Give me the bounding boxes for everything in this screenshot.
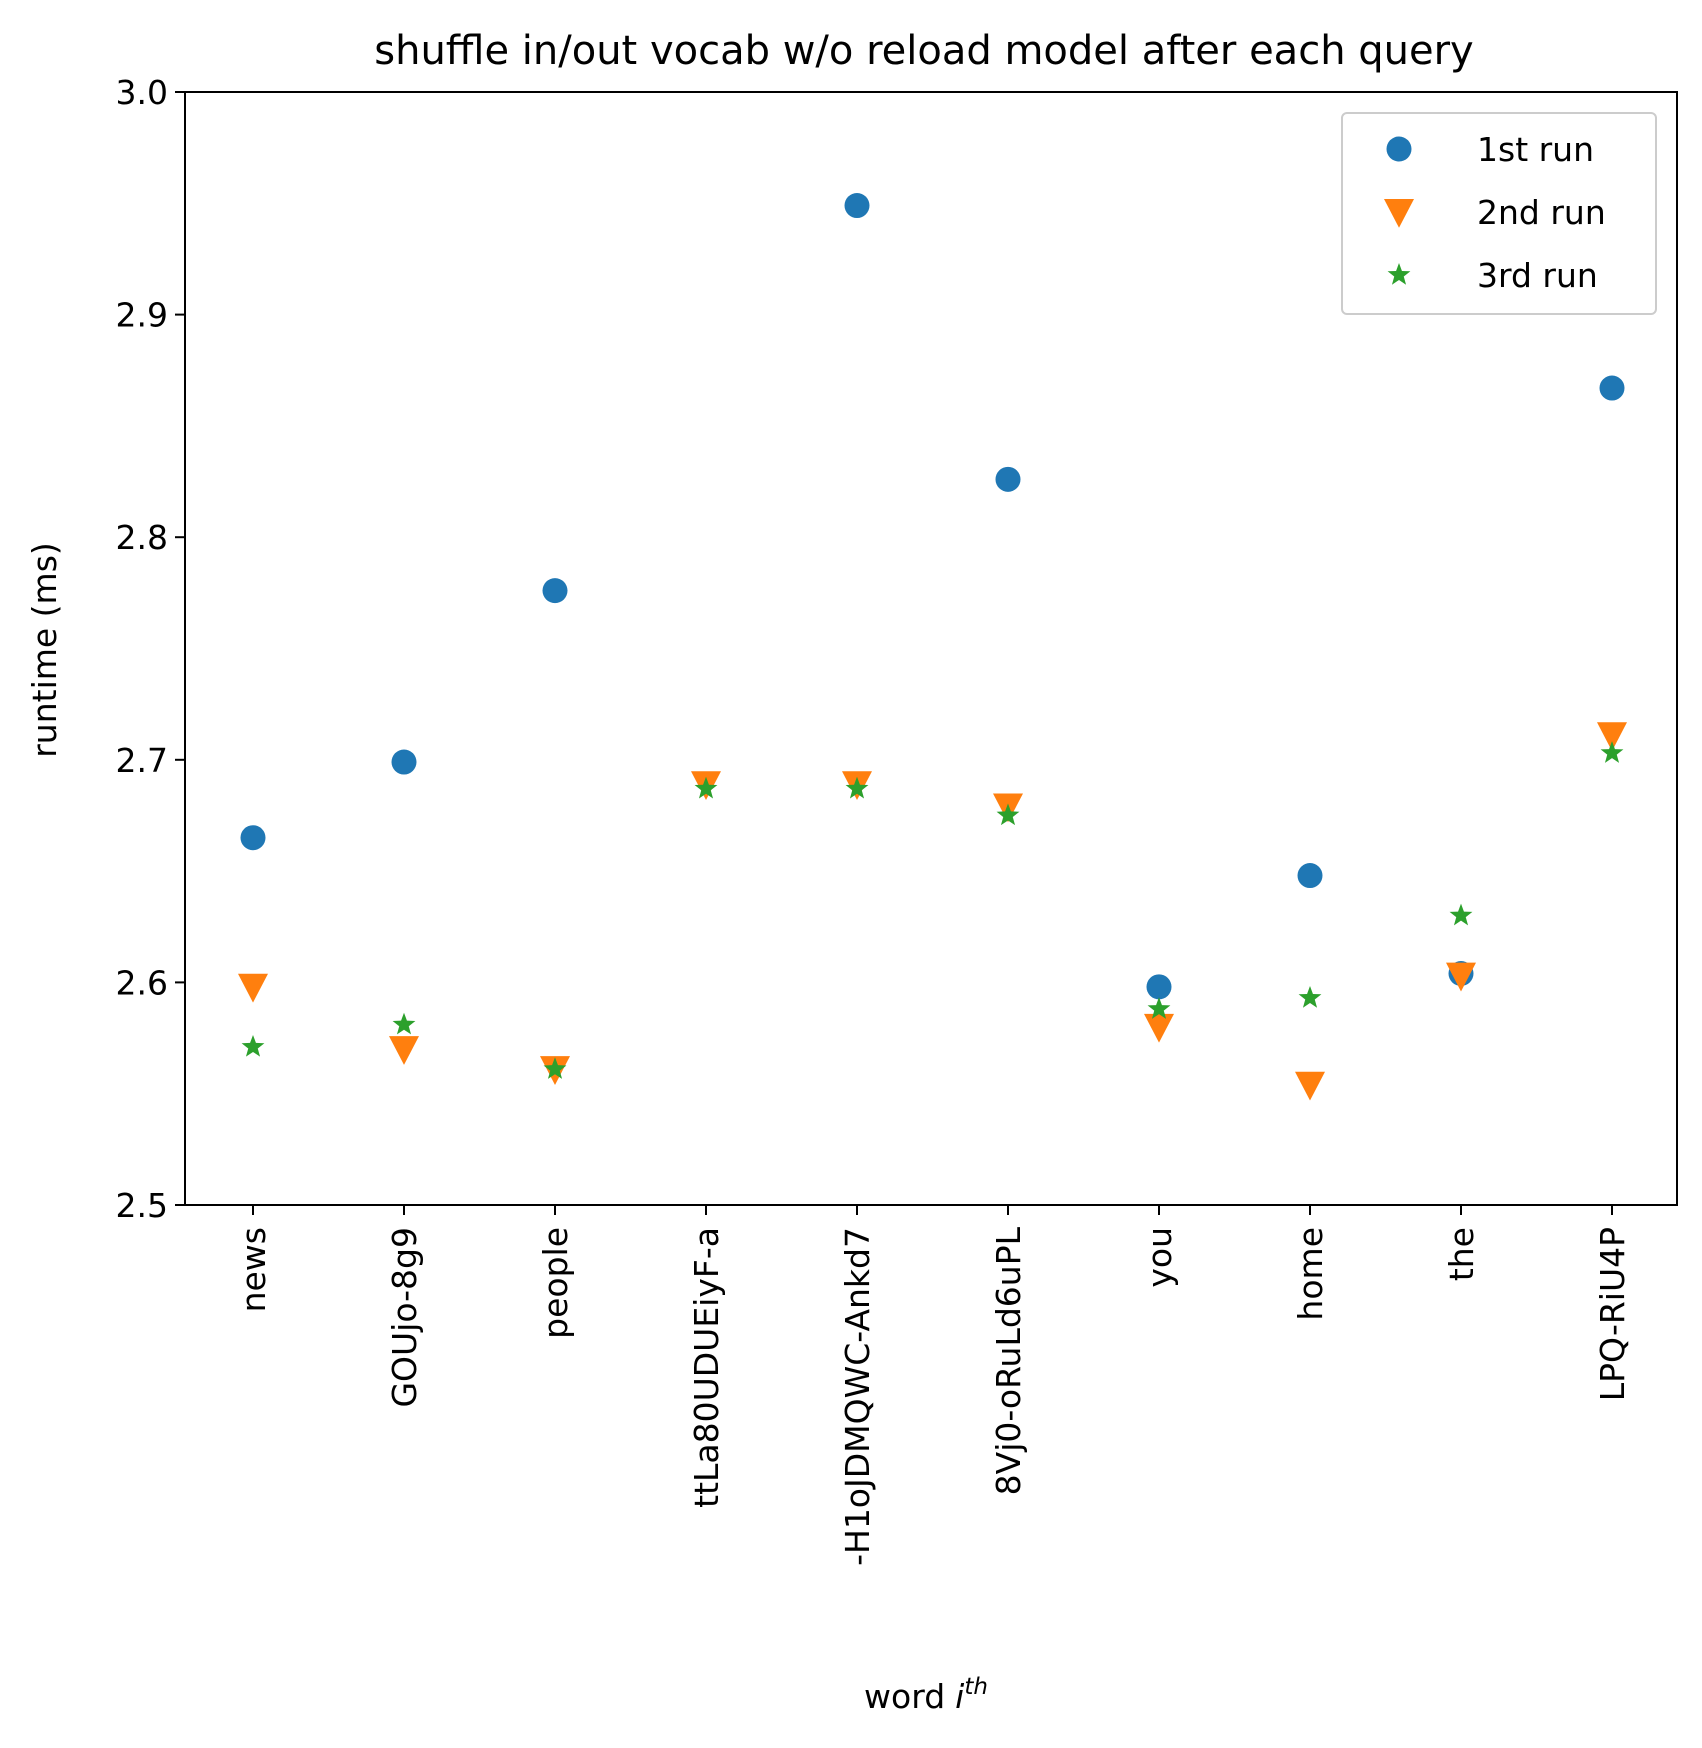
y-tick-label: 2.5 <box>116 1186 168 1225</box>
x-axis-label-word: word <box>864 1677 945 1716</box>
legend-marker-3rd-run <box>1387 263 1411 285</box>
point-1st-run <box>995 466 1021 492</box>
chart-title: shuffle in/out vocab w/o reload model af… <box>374 28 1473 74</box>
legend-marker-1st-run <box>1386 136 1412 162</box>
x-axis-label: word ith <box>864 1674 988 1716</box>
plot-area: 2.5 2.6 2.7 2.8 2.9 3.0 news GOUjo-8g9 people ttL… <box>116 73 1678 1566</box>
point-2nd-run <box>1144 1013 1174 1043</box>
y-tick-label: 2.9 <box>116 296 168 335</box>
point-3rd-run <box>241 1034 265 1057</box>
y-axis-label: runtime (ms) <box>25 542 64 758</box>
point-1st-run <box>1297 863 1323 889</box>
x-tick-label: 8Vj0-oRuLd6uPL <box>989 1226 1028 1495</box>
point-1st-run <box>391 749 417 775</box>
point-1st-run <box>240 825 266 851</box>
point-3rd-run <box>543 1057 567 1079</box>
point-2nd-run <box>1597 722 1627 752</box>
x-tick-label: you <box>1140 1227 1179 1288</box>
point-3rd-run <box>845 776 869 799</box>
point-3rd-run <box>392 1012 416 1035</box>
point-3rd-run <box>1147 997 1171 1019</box>
y-tick-label: 2.8 <box>116 518 168 557</box>
point-3rd-run <box>996 803 1020 826</box>
point-1st-run <box>844 193 870 219</box>
legend-label-3rd-run: 3rd run <box>1477 256 1598 295</box>
axes-frame <box>184 91 1678 1206</box>
legend-marker-2nd-run <box>1384 198 1414 228</box>
y-tick-label: 2.7 <box>116 741 168 780</box>
x-tick-label: LPQ-RiU4P <box>1593 1227 1632 1401</box>
point-1st-run <box>542 578 568 604</box>
legend-label-2nd-run: 2nd run <box>1477 193 1606 232</box>
x-tick-label: news <box>234 1227 273 1312</box>
point-3rd-run <box>1449 903 1473 926</box>
y-tick-label: 3.0 <box>116 73 168 112</box>
point-2nd-run <box>238 973 268 1003</box>
legend-box <box>1341 112 1657 315</box>
x-tick-label: ttLa80UDUEiyF-a <box>687 1227 726 1508</box>
x-tick-label: home <box>1291 1227 1330 1321</box>
y-tick-label: 2.6 <box>116 963 168 1002</box>
x-tick-label: GOUjo-8g9 <box>385 1227 424 1408</box>
legend-label-1st-run: 1st run <box>1477 130 1594 169</box>
point-3rd-run <box>694 776 718 799</box>
point-1st-run <box>1146 974 1172 1000</box>
x-tick-label: the <box>1442 1227 1481 1281</box>
x-axis-label-superscript: th <box>964 1674 988 1700</box>
point-2nd-run <box>1446 962 1476 992</box>
legend: 1st run 2nd run 3rd run <box>1341 112 1657 315</box>
point-2nd-run <box>389 1036 419 1065</box>
point-2nd-run <box>1295 1071 1325 1101</box>
x-axis-label-i: i <box>955 1677 964 1716</box>
x-tick-label: -H1oJDMQWC-Ankd7 <box>838 1227 877 1566</box>
point-3rd-run <box>1298 985 1322 1008</box>
x-tick-label: people <box>536 1227 575 1339</box>
point-3rd-run <box>1600 741 1624 763</box>
point-1st-run <box>1599 375 1625 401</box>
